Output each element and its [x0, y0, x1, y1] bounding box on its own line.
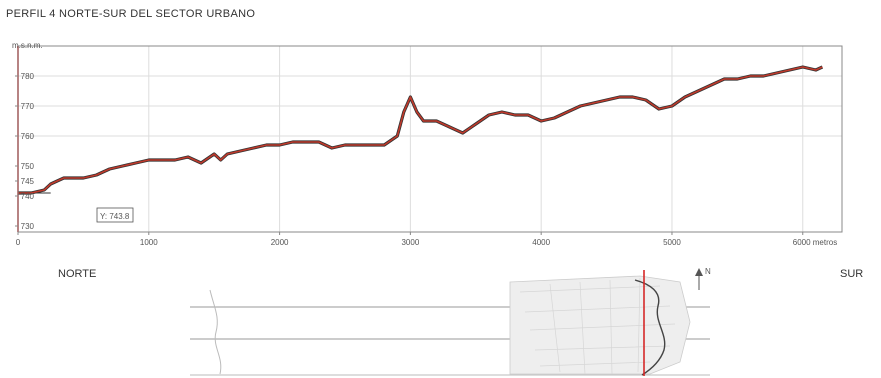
x-tick-label: 4000	[532, 238, 550, 247]
y-tick-label: 770	[21, 102, 35, 111]
direction-label-south: SUR	[840, 268, 864, 280]
x-tick-label: 5000	[663, 238, 681, 247]
y-tick-label: 750	[21, 162, 35, 171]
series-outline	[18, 65, 824, 195]
direction-label-north: NORTE	[58, 268, 97, 280]
y-tick-label: 760	[21, 132, 35, 141]
compass-label: N	[705, 267, 711, 276]
series-line	[18, 66, 823, 194]
value-readout: Y: 743.8	[96, 207, 134, 223]
profile-series	[18, 65, 824, 195]
x-tick-label: 0	[16, 238, 21, 247]
y-axis-unit-label: m.s.n.m.	[12, 41, 43, 50]
x-tick-label: 2000	[271, 238, 289, 247]
y-tick-label: 730	[21, 222, 35, 231]
elevation-profile-chart: 730 740 745 750 760 770 780 0 1000 2000 3000 4000 5…	[12, 41, 843, 247]
location-map: N	[190, 267, 711, 376]
x-tick-label: 6000 metros	[793, 238, 837, 247]
y-tick-label: 745	[21, 177, 35, 186]
y-tick-label: 780	[21, 72, 35, 81]
y-axis-ticks: 730 740 745 750 760 770 780	[15, 72, 35, 231]
compass-icon: N	[695, 267, 711, 290]
y-tick-label: 740	[21, 192, 35, 201]
x-tick-label: 3000	[401, 238, 419, 247]
chart-title: PERFIL 4 NORTE-SUR DEL SECTOR URBANO	[6, 8, 256, 20]
value-readout-text: Y: 743.8	[100, 212, 130, 221]
plot-frame	[17, 45, 843, 233]
grid-lines	[17, 46, 842, 232]
x-tick-label: 1000	[140, 238, 158, 247]
x-axis-ticks: 0 1000 2000 3000 4000 5000 6000 metros	[16, 232, 837, 247]
